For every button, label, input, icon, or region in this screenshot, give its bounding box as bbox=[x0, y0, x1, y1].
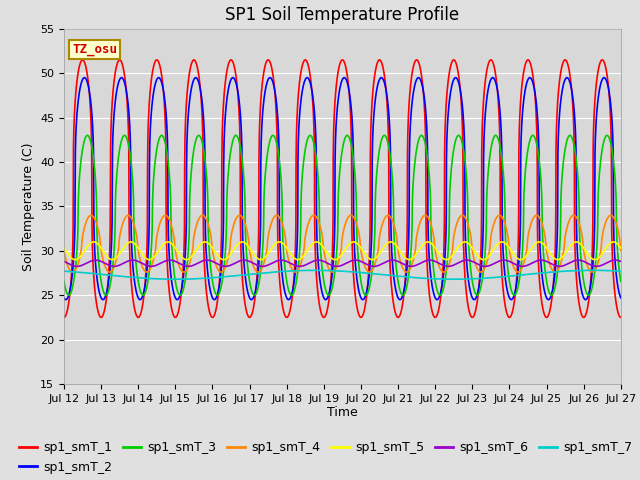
sp1_smT_4 bbox=[274, 213, 282, 218]
sp1_smT_7 bbox=[298, 268, 306, 274]
sp1_smT_4 bbox=[606, 213, 614, 218]
Line: sp1_smT_5: sp1_smT_5 bbox=[64, 242, 621, 260]
sp1_smT_3 bbox=[124, 138, 132, 144]
sp1_smT_6 bbox=[611, 257, 619, 263]
sp1_smT_5 bbox=[60, 245, 68, 251]
sp1_smT_4 bbox=[607, 213, 614, 218]
sp1_smT_6 bbox=[606, 258, 614, 264]
sp1_smT_4 bbox=[157, 218, 164, 224]
sp1_smT_5 bbox=[298, 255, 306, 261]
Line: sp1_smT_6: sp1_smT_6 bbox=[64, 260, 621, 266]
Line: sp1_smT_1: sp1_smT_1 bbox=[64, 60, 621, 317]
sp1_smT_5 bbox=[606, 240, 614, 246]
sp1_smT_7 bbox=[617, 268, 625, 274]
sp1_smT_5 bbox=[124, 240, 132, 246]
sp1_smT_3 bbox=[274, 145, 282, 151]
sp1_smT_1 bbox=[298, 64, 306, 70]
sp1_smT_5 bbox=[546, 251, 554, 256]
sp1_smT_5 bbox=[157, 245, 164, 251]
sp1_smT_7 bbox=[172, 276, 179, 282]
Line: sp1_smT_2: sp1_smT_2 bbox=[64, 78, 621, 300]
sp1_smT_3 bbox=[298, 180, 306, 185]
sp1_smT_3 bbox=[157, 133, 164, 139]
sp1_smT_4 bbox=[68, 269, 76, 275]
sp1_smT_1 bbox=[157, 67, 164, 72]
sp1_smT_2 bbox=[157, 77, 164, 83]
sp1_smT_3 bbox=[617, 278, 625, 284]
sp1_smT_6 bbox=[546, 260, 554, 266]
Line: sp1_smT_3: sp1_smT_3 bbox=[64, 135, 621, 295]
sp1_smT_3 bbox=[606, 138, 614, 144]
sp1_smT_2 bbox=[62, 297, 70, 302]
sp1_smT_7 bbox=[157, 276, 164, 282]
sp1_smT_5 bbox=[71, 257, 79, 263]
X-axis label: Time: Time bbox=[327, 407, 358, 420]
sp1_smT_6 bbox=[274, 258, 282, 264]
Y-axis label: Soil Temperature (C): Soil Temperature (C) bbox=[22, 142, 35, 271]
Line: sp1_smT_4: sp1_smT_4 bbox=[64, 216, 621, 272]
sp1_smT_5 bbox=[274, 240, 282, 245]
sp1_smT_3 bbox=[60, 278, 68, 284]
sp1_smT_7 bbox=[546, 269, 554, 275]
sp1_smT_7 bbox=[606, 268, 614, 274]
sp1_smT_2 bbox=[60, 295, 68, 300]
sp1_smT_1 bbox=[617, 314, 625, 320]
sp1_smT_2 bbox=[546, 295, 554, 301]
sp1_smT_2 bbox=[124, 97, 132, 103]
sp1_smT_2 bbox=[617, 295, 625, 300]
sp1_smT_4 bbox=[617, 248, 625, 254]
sp1_smT_6 bbox=[298, 263, 306, 269]
sp1_smT_1 bbox=[79, 57, 86, 63]
sp1_smT_4 bbox=[124, 213, 132, 218]
sp1_smT_2 bbox=[600, 75, 608, 81]
sp1_smT_7 bbox=[124, 274, 131, 280]
sp1_smT_2 bbox=[606, 97, 614, 103]
sp1_smT_1 bbox=[606, 105, 614, 110]
sp1_smT_7 bbox=[589, 267, 596, 273]
Line: sp1_smT_7: sp1_smT_7 bbox=[64, 270, 621, 279]
sp1_smT_1 bbox=[60, 314, 68, 320]
sp1_smT_4 bbox=[298, 257, 306, 263]
sp1_smT_7 bbox=[274, 269, 282, 275]
sp1_smT_6 bbox=[617, 259, 625, 264]
sp1_smT_3 bbox=[546, 291, 554, 297]
sp1_smT_1 bbox=[274, 231, 282, 237]
sp1_smT_2 bbox=[274, 114, 282, 120]
sp1_smT_1 bbox=[124, 108, 132, 114]
sp1_smT_6 bbox=[157, 260, 164, 266]
sp1_smT_4 bbox=[60, 248, 68, 254]
sp1_smT_5 bbox=[617, 245, 625, 251]
Legend: sp1_smT_1, sp1_smT_2, sp1_smT_3, sp1_smT_4, sp1_smT_5, sp1_smT_6, sp1_smT_7: sp1_smT_1, sp1_smT_2, sp1_smT_3, sp1_smT… bbox=[13, 436, 638, 479]
sp1_smT_6 bbox=[73, 264, 81, 269]
sp1_smT_4 bbox=[546, 262, 554, 268]
sp1_smT_7 bbox=[60, 268, 68, 274]
sp1_smT_3 bbox=[604, 132, 611, 138]
sp1_smT_2 bbox=[298, 91, 306, 96]
Text: TZ_osu: TZ_osu bbox=[72, 43, 117, 56]
sp1_smT_1 bbox=[546, 307, 554, 312]
sp1_smT_6 bbox=[60, 259, 68, 264]
sp1_smT_6 bbox=[124, 258, 132, 264]
sp1_smT_3 bbox=[65, 292, 73, 298]
Title: SP1 Soil Temperature Profile: SP1 Soil Temperature Profile bbox=[225, 6, 460, 24]
sp1_smT_5 bbox=[609, 239, 617, 245]
